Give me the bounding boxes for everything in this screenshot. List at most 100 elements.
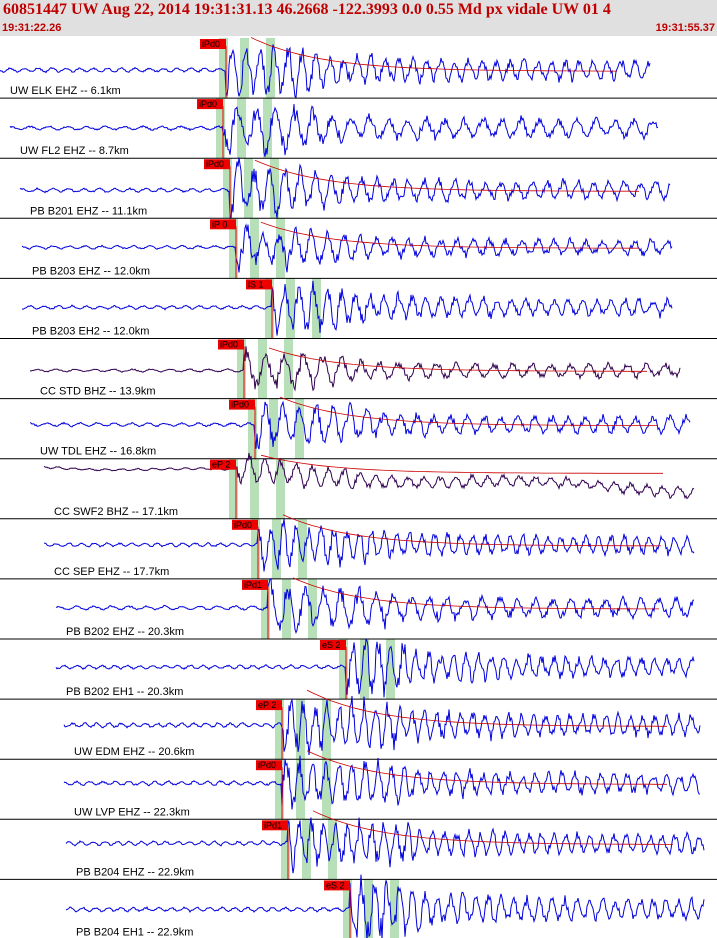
- phase-bands: [216, 38, 399, 938]
- pick-label: iPd1: [264, 820, 282, 830]
- phase-band: [360, 639, 369, 700]
- phase-band: [275, 699, 284, 760]
- phase-band: [281, 819, 290, 880]
- pick-label: iS 1: [248, 279, 264, 289]
- trace-panel: iPd0 UW ELK EHZ -- 6.1km: [0, 37, 651, 99]
- phase-band: [251, 518, 260, 579]
- waveform: [0, 44, 651, 99]
- pick-label: eS 2: [322, 640, 341, 650]
- pick-tag: [204, 159, 230, 170]
- waveform: [55, 577, 695, 634]
- phase-band: [263, 98, 272, 159]
- waveform: [43, 452, 695, 500]
- trace-panel: iPd0 UW FL2 EHZ -- 8.7km: [0, 97, 717, 159]
- phase-band: [282, 578, 291, 639]
- station-label: UW EDM EHZ -- 20.6km: [74, 746, 194, 758]
- trace-panel: iPd0 CC STD BHZ -- 13.9km: [0, 338, 717, 399]
- coda-curve: [306, 750, 667, 785]
- trace-panel: iPd0 CC SEP EHZ -- 17.7km: [0, 514, 717, 579]
- pick-tag: [197, 99, 223, 110]
- trace-panel: iPd1 PB B202 EHZ -- 20.3km: [0, 577, 717, 639]
- pick-tag: [246, 279, 272, 290]
- station-label: PB B203 EH2 -- 12.0km: [32, 326, 149, 338]
- phase-band: [216, 98, 225, 159]
- phase-band: [276, 218, 285, 279]
- phase-band: [240, 38, 249, 99]
- station-label: UW ELK EHZ -- 6.1km: [10, 85, 121, 97]
- coda-curve: [260, 221, 639, 249]
- waveform: [9, 104, 659, 157]
- phase-band: [219, 38, 228, 99]
- pick-tag: [229, 399, 255, 410]
- waveform: [29, 346, 681, 392]
- trace-panel: iS 1 PB B203 EH2 -- 12.0km: [0, 277, 717, 339]
- phase-band: [237, 98, 246, 159]
- phase-band: [250, 218, 259, 279]
- station-label: PB B201 EHZ -- 11.1km: [30, 205, 147, 217]
- pick-tag: [320, 640, 346, 650]
- trace-panel: eP 2 UW EDM EHZ -- 20.6km: [0, 689, 717, 760]
- phase-band: [276, 458, 285, 519]
- waveform: [65, 874, 705, 938]
- waveform: [63, 695, 701, 756]
- pick-label: iP 0: [212, 219, 227, 229]
- trace-panel: eP 2 CC SWF2 BHZ -- 17.1km: [0, 452, 717, 519]
- pick-tag: [218, 339, 244, 350]
- phase-band: [295, 398, 304, 459]
- pick-label: eP 2: [258, 700, 276, 710]
- coda-curve: [254, 159, 639, 192]
- phase-band: [244, 158, 253, 219]
- phase-band: [229, 218, 238, 279]
- time-end-label: 19:31:55.37: [655, 22, 715, 34]
- pick-label: iPd0: [258, 760, 276, 770]
- pick-label: iPd0: [234, 520, 252, 530]
- phase-band: [322, 759, 331, 820]
- station-label: PB B202 EHZ -- 20.3km: [66, 626, 184, 638]
- header-bar: 60851447 UW Aug 22, 2014 19:31:31.13 46.…: [0, 0, 717, 36]
- phase-band: [261, 578, 270, 639]
- pick-tag: [242, 579, 268, 590]
- phase-band: [258, 338, 267, 399]
- coda-curve: [260, 454, 663, 474]
- seismogram-plot: iPd0 UW ELK EHZ -- 6.1km iPd0 UW FL2 EHZ --…: [0, 37, 717, 938]
- trace-panel: iP 0 PB B203 EHZ -- 12.0km: [0, 217, 717, 279]
- station-label: CC STD BHZ -- 13.9km: [40, 386, 156, 398]
- phase-band: [302, 819, 311, 880]
- pick-tag: [256, 760, 282, 771]
- pick-tag: [232, 519, 258, 530]
- trace-panel: iPd0 PB B201 EHZ -- 11.1km: [0, 157, 717, 219]
- coda-curve: [250, 37, 617, 72]
- pick-label: eS 2: [326, 880, 345, 890]
- station-label: UW FL2 EHZ -- 8.7km: [20, 145, 129, 157]
- phase-band: [328, 819, 337, 880]
- waveform: [63, 755, 701, 810]
- phase-band: [312, 278, 321, 339]
- phase-band: [237, 338, 246, 399]
- station-label: CC SWF2 BHZ -- 17.1km: [54, 506, 178, 518]
- phase-band: [266, 38, 275, 99]
- pick-tag: [324, 880, 350, 891]
- phase-band: [248, 398, 257, 459]
- station-label: PB B204 EH1 -- 22.9km: [76, 927, 193, 938]
- station-label: UW TDL EHZ -- 16.8km: [40, 446, 156, 458]
- phase-band: [296, 759, 305, 820]
- phase-band: [364, 879, 373, 938]
- coda-curve: [312, 810, 673, 845]
- phase-band: [272, 518, 281, 579]
- pick-label: iPd0: [206, 159, 224, 169]
- phase-band: [270, 158, 279, 219]
- station-label: UW LVP EHZ -- 22.3km: [74, 806, 190, 818]
- pick-label: iPd1: [244, 580, 262, 590]
- pick-tag: [262, 820, 288, 831]
- pick-label: iPd0: [199, 99, 217, 109]
- waveform: [21, 223, 673, 273]
- coda-curve: [306, 689, 667, 727]
- phase-band: [339, 639, 348, 700]
- trace-panel: eS 2 PB B202 EH1 -- 20.3km: [0, 638, 717, 700]
- phase-band: [265, 278, 274, 339]
- pick-label: eP 2: [212, 460, 230, 470]
- pick-label: iPd0: [231, 400, 249, 410]
- station-label: CC SEP EHZ -- 17.7km: [54, 566, 169, 578]
- phase-band: [386, 639, 395, 700]
- event-title: 60851447 UW Aug 22, 2014 19:31:31.13 46.…: [3, 1, 611, 18]
